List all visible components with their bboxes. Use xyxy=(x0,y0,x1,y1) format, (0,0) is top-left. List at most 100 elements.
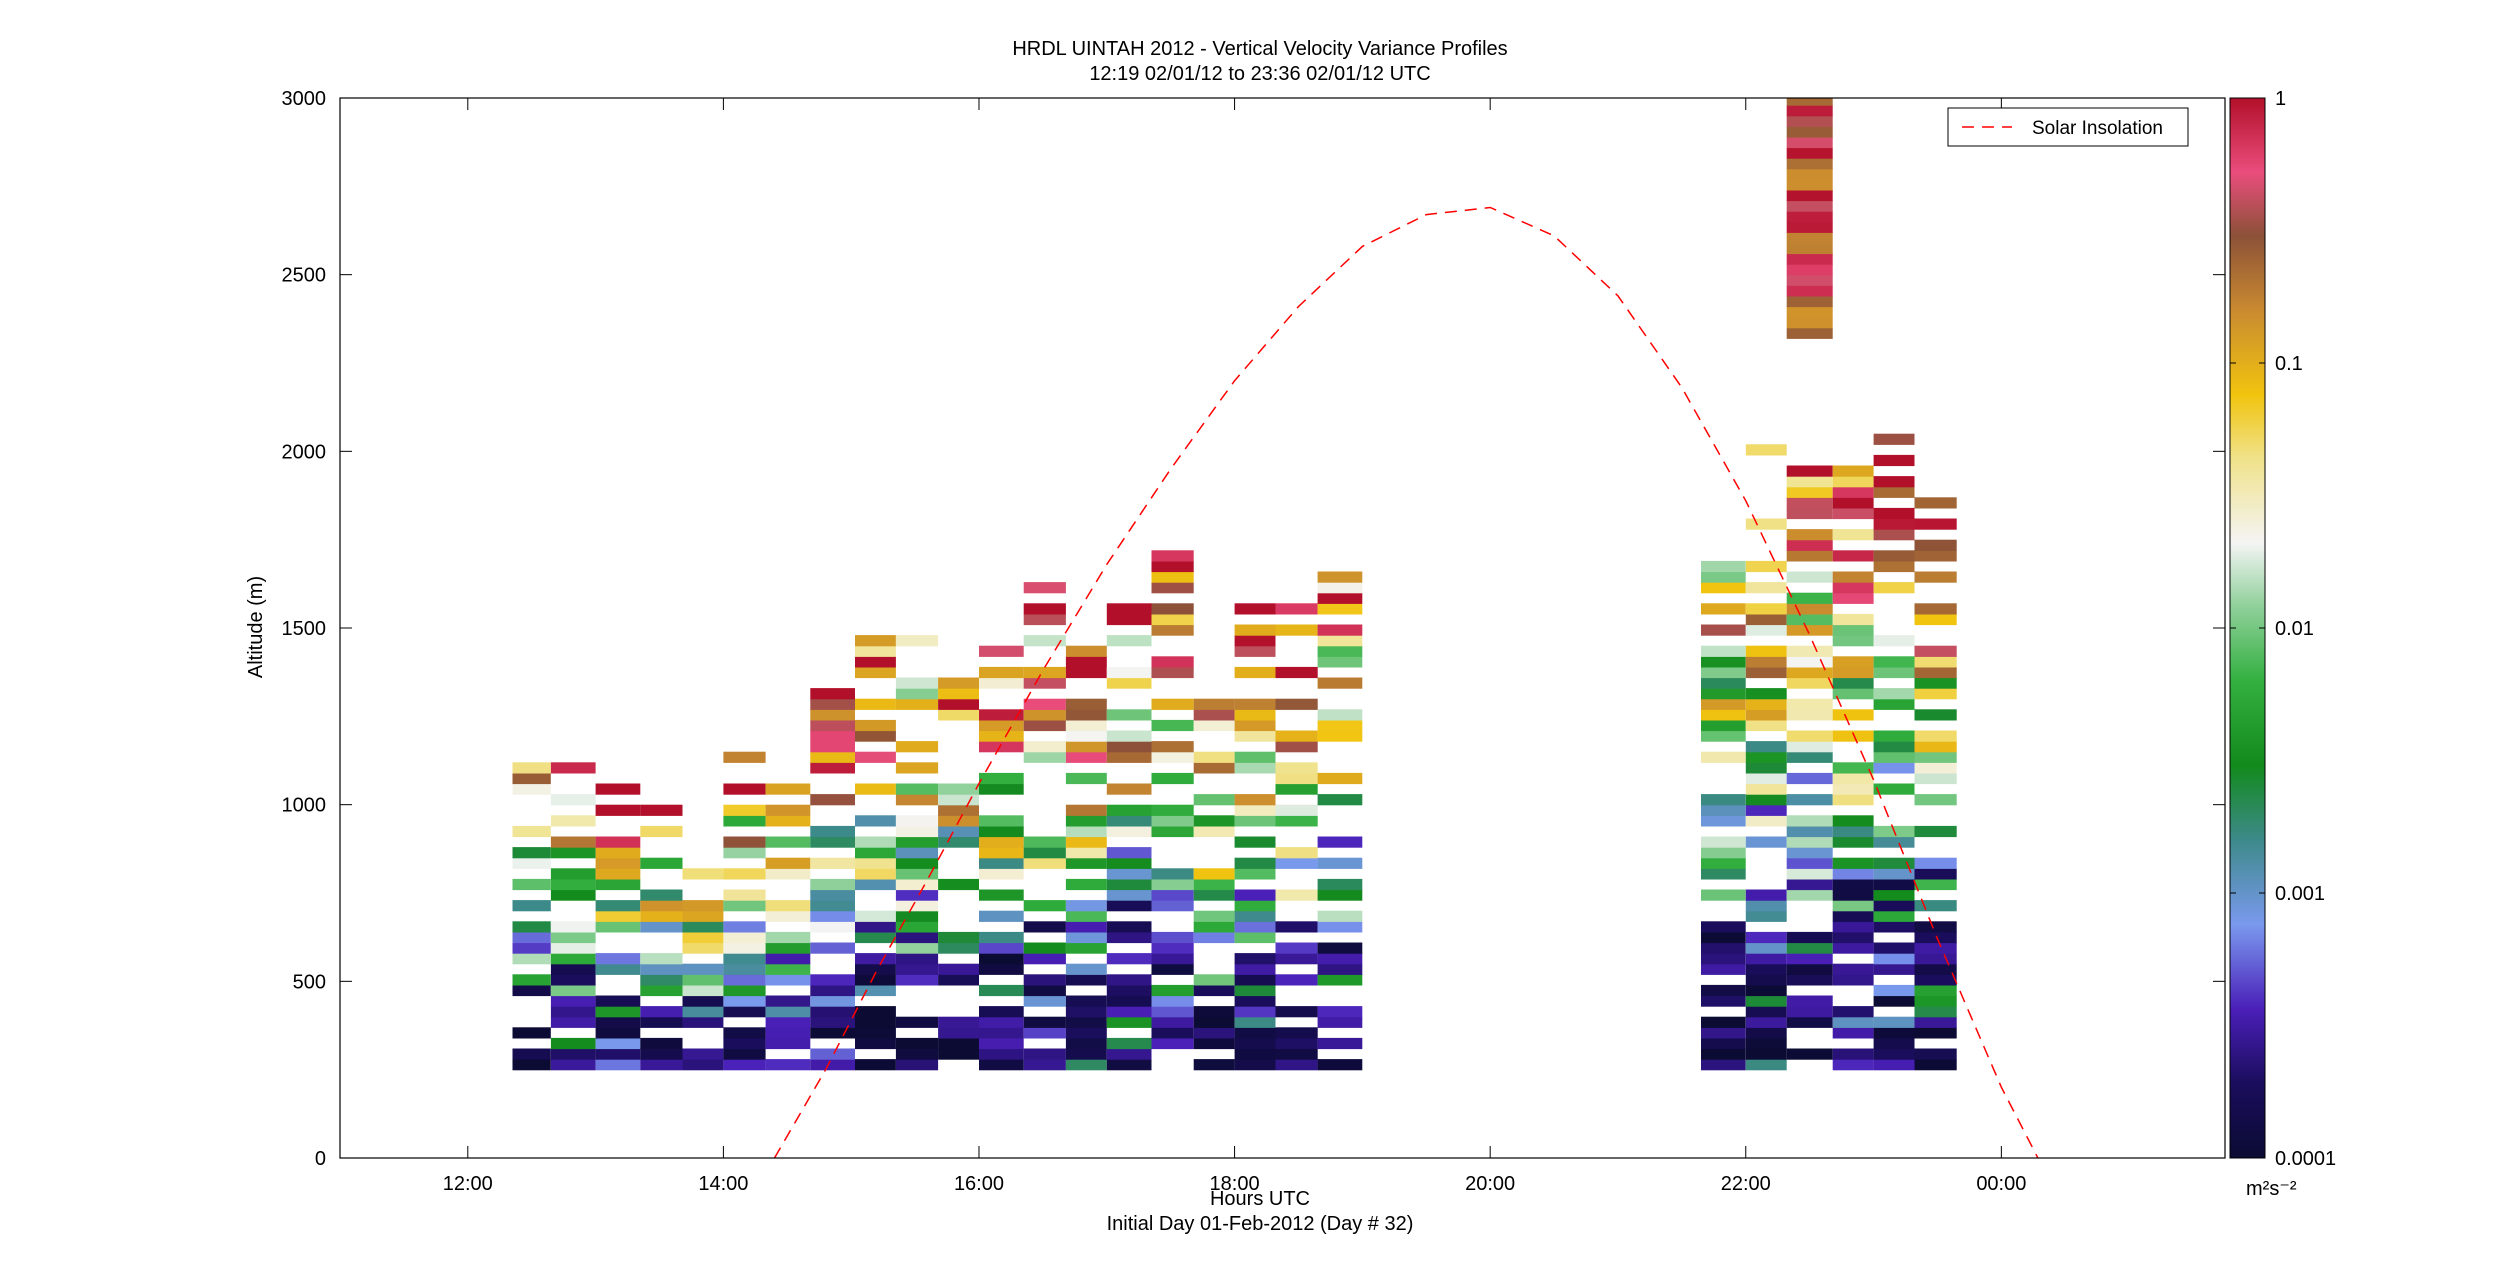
heatmap-cell xyxy=(1065,645,1107,657)
heatmap-cell xyxy=(1065,804,1107,816)
heatmap-cell xyxy=(979,931,1024,944)
heatmap-cell xyxy=(1234,931,1276,944)
heatmap-cell xyxy=(723,804,766,816)
heatmap-cell xyxy=(1234,900,1276,912)
heatmap-cell xyxy=(979,825,1024,838)
heatmap-cell xyxy=(1832,1006,1874,1018)
heatmap-cell xyxy=(1151,815,1194,827)
heatmap-cell xyxy=(1914,550,1957,562)
heatmap-cell xyxy=(1065,931,1107,944)
heatmap-cell xyxy=(1701,1016,1746,1028)
heatmap-cell xyxy=(1832,635,1874,647)
heatmap-cell xyxy=(1317,953,1363,965)
heatmap-cell xyxy=(1193,815,1235,827)
heatmap-cell xyxy=(1786,211,1833,223)
heatmap-cell xyxy=(1786,539,1833,551)
heatmap-cell xyxy=(1317,656,1363,668)
heatmap-cell xyxy=(1914,921,1957,933)
heatmap-cell xyxy=(1786,98,1833,106)
heatmap-cell xyxy=(1106,709,1152,721)
heatmap-cell xyxy=(1786,476,1833,488)
heatmap-cell xyxy=(1914,900,1957,912)
heatmap-cell xyxy=(810,910,855,922)
heatmap-cell xyxy=(550,963,596,975)
heatmap-cell xyxy=(1151,900,1194,912)
heatmap-cell xyxy=(1275,762,1318,774)
heatmap-cell xyxy=(723,847,766,859)
heatmap-cell xyxy=(1193,1059,1235,1071)
heatmap-cell xyxy=(1106,995,1152,1007)
colorbar-tick-label: 0.0001 xyxy=(2275,1148,2336,1170)
heatmap-cell xyxy=(1065,656,1107,668)
heatmap-cell xyxy=(723,974,766,986)
heatmap-cell xyxy=(810,857,855,869)
heatmap-cell xyxy=(1106,1037,1152,1050)
heatmap-cell xyxy=(1151,1037,1194,1050)
heatmap-cell xyxy=(595,953,641,965)
heatmap-cell xyxy=(550,953,596,965)
heatmap-cell xyxy=(1275,1048,1318,1060)
heatmap-cell xyxy=(1106,815,1152,827)
heatmap-cell xyxy=(1151,868,1194,880)
heatmap-cell xyxy=(1701,931,1746,944)
heatmap-cell xyxy=(550,984,596,997)
heatmap-cell xyxy=(1914,688,1957,700)
heatmap-cell xyxy=(1745,910,1787,922)
heatmap-cell xyxy=(682,931,724,944)
colorbar-tick-label: 0.1 xyxy=(2275,353,2303,375)
heatmap-cell xyxy=(1914,709,1957,721)
heatmap-cell xyxy=(1745,762,1787,774)
heatmap-cell xyxy=(1275,624,1318,636)
heatmap-cell xyxy=(1914,497,1957,509)
heatmap-cell xyxy=(855,698,896,710)
heatmap-cell xyxy=(723,815,766,827)
heatmap-cell xyxy=(1023,1059,1066,1071)
heatmap-cell xyxy=(1151,550,1194,562)
heatmap-cell xyxy=(1786,497,1833,509)
heatmap-cell xyxy=(1914,857,1957,869)
heatmap-cell xyxy=(1786,825,1833,838)
heatmap-cell xyxy=(765,1059,811,1071)
heatmap-cell xyxy=(1701,645,1746,657)
heatmap-cell xyxy=(1193,921,1235,933)
heatmap-cell xyxy=(1065,910,1107,922)
heatmap-cell xyxy=(1193,794,1235,806)
heatmap-cell xyxy=(1234,1059,1276,1071)
heatmap-cell xyxy=(1786,645,1833,657)
heatmap-cell xyxy=(1065,698,1107,710)
heatmap-cell xyxy=(938,942,979,954)
heatmap-cell xyxy=(979,847,1024,859)
heatmap-cell xyxy=(1317,878,1363,891)
heatmap-cell xyxy=(1106,868,1152,880)
heatmap-cell xyxy=(723,1059,766,1071)
heatmap-cell xyxy=(1193,1037,1235,1050)
heatmap-cell xyxy=(1873,688,1915,700)
heatmap-cell xyxy=(1873,910,1915,922)
heatmap-cell xyxy=(1832,730,1874,742)
heatmap-cell xyxy=(1873,741,1915,753)
heatmap-cell xyxy=(1234,910,1276,922)
heatmap-cell xyxy=(1914,571,1957,583)
heatmap-cell xyxy=(765,963,811,975)
heatmap-cell xyxy=(1745,698,1787,710)
heatmap-cell xyxy=(1701,709,1746,721)
heatmap-cell xyxy=(1275,1027,1318,1039)
heatmap-cell xyxy=(1914,1059,1957,1071)
heatmap-cell xyxy=(512,1027,551,1039)
heatmap-cell xyxy=(810,1027,855,1039)
heatmap-cell xyxy=(1023,921,1066,933)
heatmap-cell xyxy=(895,1016,939,1028)
heatmap-cell xyxy=(1786,571,1833,583)
heatmap-cell xyxy=(1317,1059,1363,1071)
heatmap-cell xyxy=(1873,783,1915,795)
heatmap-cell xyxy=(1023,719,1066,732)
heatmap-cell xyxy=(1106,847,1152,859)
heatmap-cell xyxy=(1317,921,1363,933)
heatmap-cell xyxy=(1151,878,1194,891)
heatmap-cell xyxy=(938,1027,979,1039)
heatmap-cell xyxy=(1317,709,1363,721)
heatmap-cell xyxy=(1786,868,1833,880)
heatmap-cell xyxy=(1786,486,1833,498)
heatmap-cell xyxy=(640,1006,683,1018)
heatmap-cell xyxy=(1701,688,1746,700)
